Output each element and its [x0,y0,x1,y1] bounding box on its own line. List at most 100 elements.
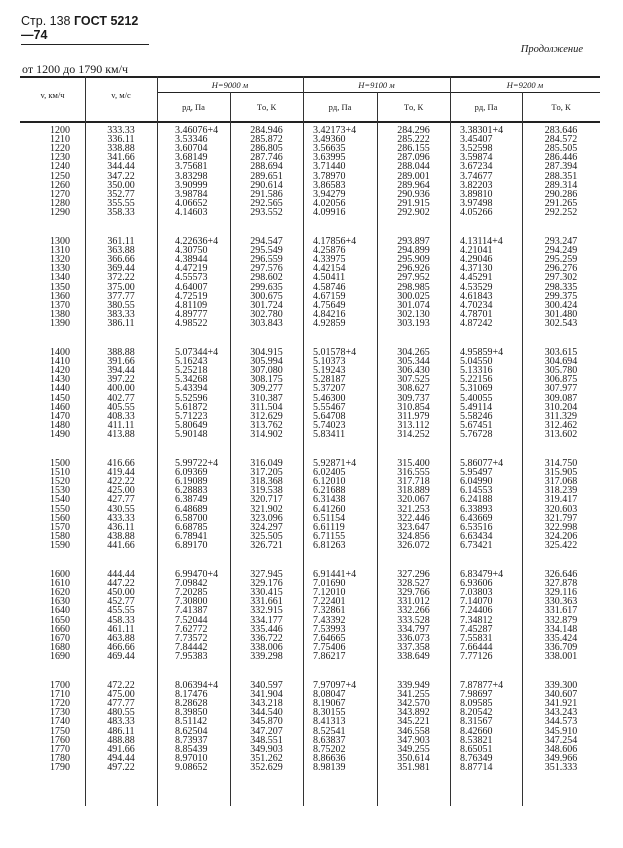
cell-t-9100: 284.296 [397,125,430,136]
column-divider [450,76,451,806]
cell-p-9200: 7.34812 [460,614,493,626]
cell-p-9200: 5.49114 [460,401,493,413]
cell-p-9200: 8.76349 [460,752,493,764]
cell-p-9200: 5.67451 [460,419,493,431]
cell-p-9200: 6.24188 [460,494,493,506]
cell-t-9000: 311.504 [250,401,283,413]
cell-t-9000: 297.576 [250,263,283,275]
table-row: 1790 497.22 9.08652 352.629 8.98139 351.981 8.… [20,761,600,773]
cell-v-kmh: 1280 [50,197,70,209]
cell-p-9000: 3.46076+4 [175,125,219,136]
cell-p-9100: 5.01578+4 [313,347,357,358]
table-row: 1310 363.88 4.30750 295.549 4.25876 294.899 4.… [20,245,600,257]
cell-t-9000: 340.597 [250,680,283,691]
cell-t-9200: 290.286 [544,188,578,200]
table-row: 1740 483.33 8.51142 345.870 8.41313 345.221 8.… [20,716,600,728]
cell-p-9000: 4.14603 [175,206,208,218]
cell-v-kmh: 1640 [50,605,70,617]
cell-v-kmh: 1220 [50,143,70,155]
cell-v-ms: 455.55 [107,605,135,617]
cell-p-9200: 7.45287 [460,623,493,635]
cell-v-ms: 391.66 [107,356,135,368]
cell-v-kmh: 1320 [50,254,70,266]
table-row: 1540 427.77 6.38749 320.717 6.31438 320.067 6.… [20,494,600,506]
cell-p-9200: 6.73421 [460,539,493,551]
cell-p-9200: 3.52598 [460,143,493,155]
cell-p-9000: 4.55573 [175,272,208,284]
cell-p-9100: 3.63995 [313,152,346,164]
cell-p-9000: 7.41387 [175,605,208,617]
cell-p-9000: 8.17476 [175,689,208,701]
cell-p-9000: 8.39850 [175,707,208,719]
cell-v-kmh: 1500 [50,458,70,469]
cell-t-9100: 310.854 [397,401,430,413]
cell-p-9100: 3.86583 [313,179,346,191]
cell-p-9000: 6.19089 [175,476,208,488]
cell-v-ms: 388.88 [107,347,135,358]
cell-t-9200: 329.116 [544,587,578,599]
cell-t-9200: 327.878 [544,578,578,590]
table-row: 1700 472.22 8.06394+4 340.597 7.97097+4 339.9… [20,680,600,691]
cell-t-9100: 287.096 [397,152,430,164]
cell-v-ms: 363.88 [107,245,135,257]
cell-p-9200: 3.82203 [460,179,493,191]
cell-p-9200: 3.67234 [460,161,493,173]
cell-t-9100: 345.221 [397,716,430,728]
cell-t-9000: 312.629 [250,410,283,422]
cell-t-9000: 309.277 [250,383,283,395]
cell-p-9200: 7.66444 [460,641,493,653]
cell-t-9200: 294.249 [544,245,578,257]
cell-v-kmh: 1540 [50,494,70,506]
cell-t-9200: 339.300 [544,680,578,691]
cell-p-9200: 5.22156 [460,374,493,386]
header-altitude-9200: H=9200 м [506,80,544,90]
cell-t-9200: 297.302 [544,272,578,284]
cell-p-9200: 4.95859+4 [460,347,504,358]
table-row: 1520 422.22 6.19089 318.368 6.12010 317.718 6.… [20,476,600,488]
cell-v-ms: 447.22 [107,578,135,590]
cell-v-kmh: 1380 [50,308,70,320]
cell-t-9000: 296.559 [250,254,283,266]
cell-t-9200: 285.505 [544,143,578,155]
table-row: 1300 361.11 4.22636+4 294.547 4.17856+4 293.8… [20,237,600,247]
cell-t-9100: 320.067 [397,494,430,506]
cell-v-ms: 350.00 [107,179,135,191]
cell-t-9000: 299.635 [250,281,283,293]
cell-t-9100: 305.344 [397,356,430,368]
cell-v-kmh: 1240 [50,161,70,173]
altitude-rule [157,92,600,93]
cell-t-9200: 322.998 [544,521,578,533]
cell-v-ms: 425.00 [107,485,135,497]
cell-t-9100: 347.903 [397,734,430,746]
cell-v-kmh: 1780 [50,752,70,764]
cell-t-9000: 305.994 [250,356,283,368]
table-row: 1380 383.33 4.89777 302.780 4.84216 302.130 4.… [20,308,600,320]
table-row: 1550 430.55 6.48689 321.902 6.41260 321.253 6.… [20,504,600,514]
column-divider [303,76,304,806]
cell-v-ms: 336.11 [107,134,135,146]
cell-p-9200: 5.95497 [460,467,493,479]
cell-t-9200: 345.910 [544,725,578,737]
cell-t-9200: 347.254 [544,734,578,746]
cell-p-9100: 4.02056 [313,197,346,209]
cell-p-9100: 8.19067 [313,698,346,710]
cell-t-9200: 300.424 [544,299,578,311]
cell-t-9000: 298.602 [250,272,283,284]
cell-p-9200: 5.31069 [460,383,493,395]
cell-v-ms: 416.66 [107,458,135,469]
cell-v-kmh: 1230 [50,152,70,164]
table-row: 1590 441.66 6.89170 326.721 6.81263 326.072 6.… [20,539,600,551]
cell-p-9000: 5.25218 [175,365,208,377]
cell-p-9000: 6.58700 [175,512,208,524]
cell-t-9000: 308.175 [250,374,283,386]
cell-t-9000: 352.629 [250,761,283,773]
table-row: 1620 450.00 7.20285 330.415 7.12010 329.766 7.… [20,587,600,599]
cell-p-9000: 7.52044 [175,614,208,626]
cell-v-kmh: 1600 [50,569,70,580]
cell-t-9100: 285.222 [397,134,430,146]
cell-v-kmh: 1340 [50,272,70,284]
range-label: от 1200 до 1790 км/ч [22,62,128,76]
cell-t-9100: 331.012 [397,596,430,608]
cell-t-9200: 334.148 [544,623,578,635]
cell-v-ms: 383.33 [107,308,135,320]
